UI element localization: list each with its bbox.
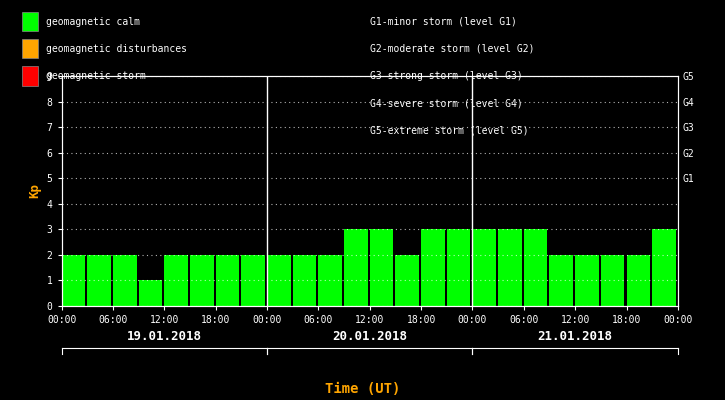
Bar <box>138 280 162 306</box>
Text: geomagnetic calm: geomagnetic calm <box>46 17 141 26</box>
Text: G3-strong storm (level G3): G3-strong storm (level G3) <box>370 71 523 81</box>
Text: G2-moderate storm (level G2): G2-moderate storm (level G2) <box>370 44 534 54</box>
Text: G4-severe storm (level G4): G4-severe storm (level G4) <box>370 98 523 108</box>
Text: Time (UT): Time (UT) <box>325 382 400 396</box>
Bar <box>601 255 624 306</box>
Bar <box>652 229 676 306</box>
Text: 21.01.2018: 21.01.2018 <box>538 330 613 342</box>
Bar <box>87 255 111 306</box>
Text: geomagnetic storm: geomagnetic storm <box>46 71 146 81</box>
Text: geomagnetic disturbances: geomagnetic disturbances <box>46 44 187 54</box>
Text: 20.01.2018: 20.01.2018 <box>332 330 407 342</box>
Bar <box>370 229 394 306</box>
Text: 19.01.2018: 19.01.2018 <box>127 330 202 342</box>
Bar <box>575 255 599 306</box>
Text: G1-minor storm (level G1): G1-minor storm (level G1) <box>370 17 517 26</box>
Bar <box>241 255 265 306</box>
Bar <box>190 255 214 306</box>
Bar <box>344 229 368 306</box>
Bar <box>62 255 86 306</box>
Bar <box>267 255 291 306</box>
Bar <box>498 229 522 306</box>
Bar <box>447 229 471 306</box>
Text: G5-extreme storm (level G5): G5-extreme storm (level G5) <box>370 126 529 135</box>
Bar <box>216 255 239 306</box>
Bar <box>523 229 547 306</box>
Bar <box>293 255 316 306</box>
Y-axis label: Kp: Kp <box>28 184 41 198</box>
Bar <box>626 255 650 306</box>
Bar <box>165 255 188 306</box>
Bar <box>473 229 496 306</box>
Bar <box>421 229 444 306</box>
Bar <box>318 255 342 306</box>
Bar <box>113 255 136 306</box>
Bar <box>550 255 573 306</box>
Bar <box>395 255 419 306</box>
